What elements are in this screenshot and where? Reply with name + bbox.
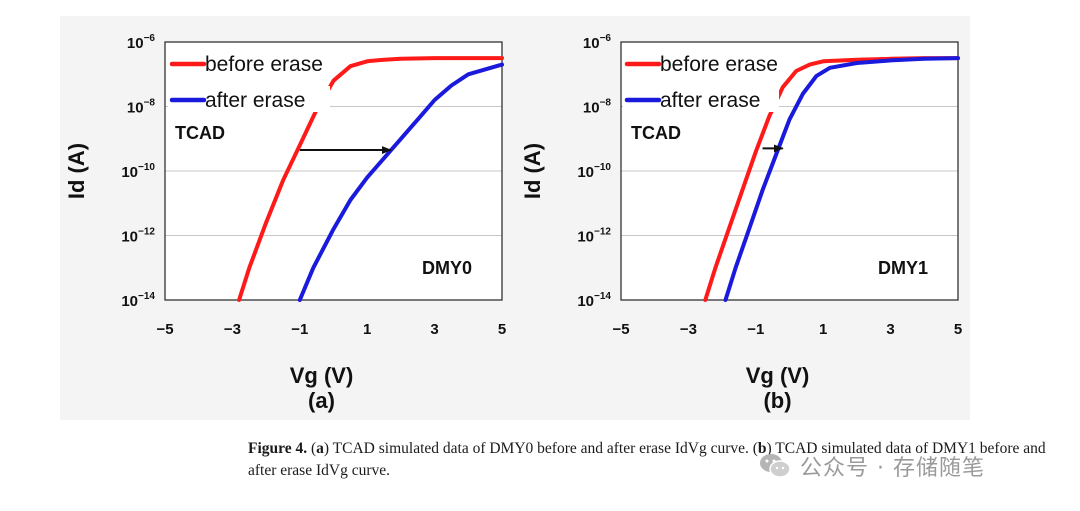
y-axis-label: Id (A) [520, 143, 545, 199]
y-tick-label: 10−10 [121, 162, 155, 181]
x-tick-label: 3 [886, 321, 894, 338]
plot-frame [164, 41, 503, 301]
legend-label: before erase [205, 53, 323, 76]
caption-text-4: ) TCAD simulated data of DMY1 before and… [248, 440, 1046, 479]
x-tick-label: −3 [224, 321, 241, 338]
caption-label: Figure 4. [248, 440, 308, 457]
y-tick-label: 10−12 [577, 227, 611, 246]
device-label: DMY1 [878, 258, 928, 278]
x-axis-label: Vg (V) [746, 363, 810, 388]
y-tick-label: 10−6 [583, 33, 612, 52]
y-tick-label: 10−14 [577, 291, 611, 310]
x-tick-label: 5 [498, 321, 506, 338]
x-tick-label: 3 [430, 321, 438, 338]
panel-label: (b) [763, 388, 791, 413]
y-tick-label: 10−8 [583, 98, 612, 117]
figure-caption: Figure 4. (a) TCAD simulated data of DMY… [248, 438, 1048, 482]
y-tick-label: 10−6 [127, 33, 156, 52]
wechat-icon [760, 454, 791, 478]
watermark-text: 公众号 · 存储随笔 [800, 456, 985, 481]
x-tick-label: −1 [291, 321, 308, 338]
x-tick-label: −5 [612, 321, 629, 338]
y-axis-label: Id (A) [64, 143, 89, 199]
series-line-after-erase [297, 62, 504, 302]
x-axis-label: Vg (V) [290, 363, 354, 388]
series-line-after-erase [723, 56, 960, 302]
legend-label: before erase [660, 53, 778, 76]
legend-label: after erase [205, 89, 305, 112]
y-tick-label: 10−12 [121, 227, 155, 246]
annotation-tcad: TCAD [631, 123, 681, 143]
annotation-tcad: TCAD [175, 123, 225, 143]
plot-frame [620, 41, 959, 301]
x-tick-label: −3 [680, 321, 697, 338]
caption-text-2: ) TCAD simulated data of DMY0 before and… [323, 440, 758, 457]
legend-label: after erase [660, 89, 760, 112]
watermark: 公众号 · 存储随笔 [758, 449, 985, 483]
panel-a: 10−6 10−8 10−10 10−12 10−14−5 −3 −1 1 3 5 Vg (V) Id… [64, 33, 506, 413]
panel-b: 10−6 10−8 10−10 10−12 10−14−5 −3 −1 1 3 5 Vg (V) Id… [520, 33, 962, 413]
x-tick-label: −5 [156, 321, 173, 338]
y-tick-label: 10−8 [127, 98, 156, 117]
caption-text-3: b [757, 440, 767, 457]
y-tick-label: 10−14 [121, 291, 155, 310]
caption-text-0: ( [311, 440, 317, 457]
x-tick-label: 5 [954, 321, 962, 338]
panel-label: (a) [308, 388, 335, 413]
x-tick-label: 1 [363, 321, 371, 338]
series-line-before-erase [237, 56, 504, 302]
device-label: DMY0 [422, 258, 472, 278]
x-tick-label: 1 [819, 321, 827, 338]
y-tick-label: 10−10 [577, 162, 611, 181]
x-tick-label: −1 [747, 321, 764, 338]
caption-text-1: a [316, 440, 324, 457]
